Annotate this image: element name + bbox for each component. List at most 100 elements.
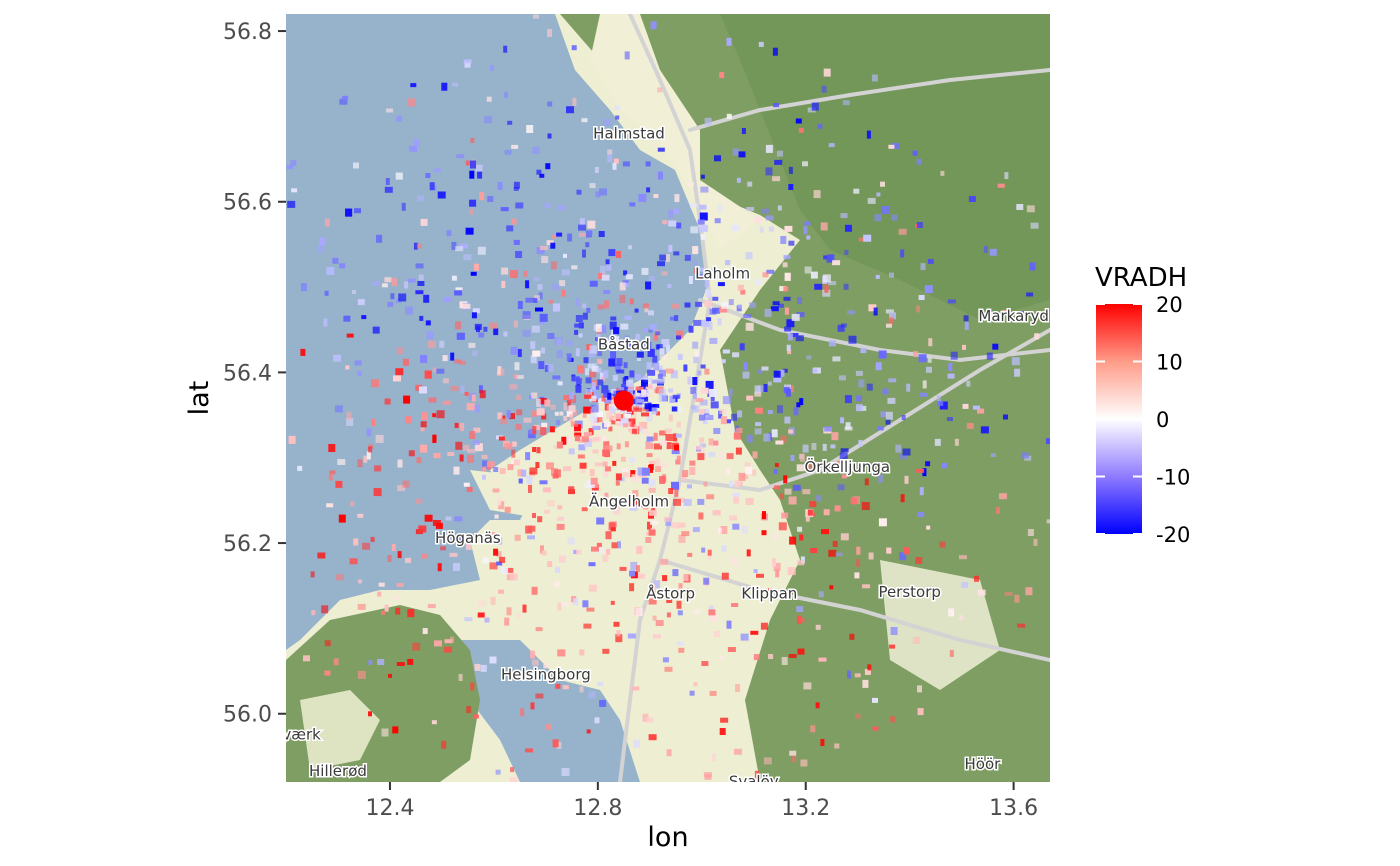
radar-cell (381, 610, 385, 615)
radar-cell (366, 428, 372, 437)
radar-cell (999, 493, 1007, 500)
radar-cell (682, 470, 689, 477)
radar-cell (795, 335, 804, 342)
radar-cell (966, 380, 971, 387)
radar-cell (726, 113, 732, 119)
radar-cell (659, 369, 666, 377)
radar-cell (949, 649, 954, 657)
radar-cell (806, 235, 811, 240)
radar-cell (745, 466, 753, 475)
road-halmstad-east (688, 68, 1050, 132)
radar-cell (1030, 222, 1039, 229)
radar-cell (547, 133, 552, 139)
radar-cell (697, 370, 702, 376)
place-label-0: Halmstad (593, 125, 665, 143)
radar-cell (335, 574, 344, 581)
legend-title: VRADH (1095, 263, 1187, 293)
radar-cell (677, 353, 683, 360)
radar-cell (818, 657, 827, 662)
radar-cell (557, 505, 563, 510)
radar-cell (666, 599, 673, 603)
radar-cell (732, 523, 740, 530)
radar-cell (584, 439, 592, 447)
radar-cell (420, 218, 428, 226)
radar-cell (489, 562, 498, 570)
x-tick-label-3: 13.6 (989, 796, 1038, 821)
radar-cell (688, 182, 695, 186)
radar-cell (563, 402, 568, 411)
radar-cell (407, 609, 415, 618)
radar-cell (786, 319, 795, 328)
radar-cell (997, 183, 1005, 188)
radar-cell (950, 351, 958, 360)
radar-cell (522, 604, 527, 613)
radar-cell (409, 145, 418, 152)
radar-cell (677, 497, 685, 503)
radar-cell (533, 297, 538, 303)
radar-cell (689, 466, 696, 475)
radar-cell (925, 461, 931, 467)
radar-cell (722, 349, 730, 354)
radar-cell (632, 686, 640, 691)
radar-cell (603, 421, 610, 428)
radar-cell (705, 414, 711, 419)
radar-cell (528, 434, 535, 439)
radar-cell (498, 436, 505, 441)
radar-cell (872, 726, 879, 731)
radar-cell (763, 757, 772, 765)
radar-cell (704, 408, 710, 417)
radar-cell (684, 302, 691, 308)
radar-cell (753, 654, 760, 661)
radar-site-marker (613, 390, 634, 411)
radar-cell (628, 388, 633, 395)
radar-cell (588, 584, 597, 592)
radar-cell (919, 392, 928, 397)
radar-cell (672, 569, 679, 577)
radar-cell (645, 442, 652, 450)
radar-cell (566, 410, 573, 417)
radar-cell (677, 641, 684, 646)
radar-cell (611, 542, 618, 549)
y-tick-label-1: 56.2 (223, 532, 272, 557)
road-klippan (658, 558, 1050, 662)
radar-cell (484, 617, 490, 623)
radar-cell (615, 480, 620, 486)
radar-cell (489, 322, 498, 329)
radar-cell (381, 728, 389, 737)
radar-cell (656, 365, 663, 372)
radar-cell (607, 149, 613, 155)
radar-cell (601, 274, 610, 281)
radar-cell (468, 342, 476, 348)
radar-cell (610, 351, 617, 360)
radar-cell (772, 47, 778, 56)
radar-cell (476, 326, 480, 333)
radar-cell (773, 370, 781, 378)
radar-cell (396, 583, 404, 587)
radar-cell (437, 563, 442, 572)
radar-cell (726, 37, 732, 46)
radar-cell (376, 234, 383, 243)
radar-cell (720, 717, 729, 723)
radar-cell (742, 371, 750, 379)
radar-cell (681, 504, 687, 509)
radar-cell (750, 630, 759, 635)
radar-cell (698, 512, 704, 520)
radar-cell (740, 289, 746, 295)
radar-cell (613, 327, 620, 335)
radar-cell (392, 726, 399, 734)
radar-cell (584, 394, 592, 399)
radar-cell (387, 301, 394, 307)
radar-cell (675, 433, 682, 438)
radar-cell (464, 391, 469, 396)
radar-cell (1029, 262, 1036, 271)
radar-cell (415, 263, 424, 269)
radar-cell (324, 640, 331, 647)
radar-cell (604, 492, 609, 498)
radar-cell (571, 45, 577, 51)
radar-cell (578, 444, 586, 451)
radar-cell (418, 274, 424, 281)
radar-cell (505, 567, 514, 573)
radar-cell (594, 462, 603, 467)
radar-cell (357, 513, 364, 518)
radar-cell (472, 440, 480, 445)
